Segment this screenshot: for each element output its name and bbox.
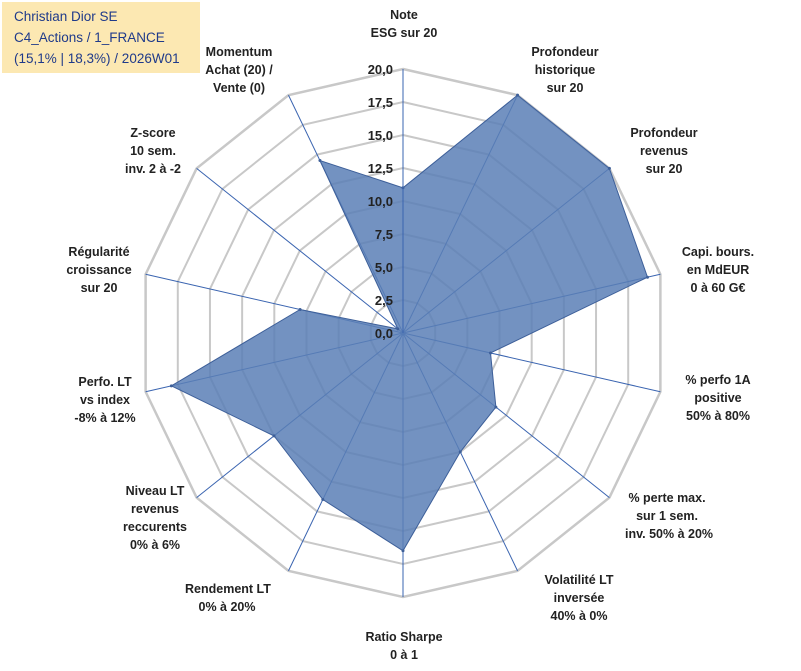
- axis-label-line: 0% à 20%: [198, 600, 256, 614]
- axis-label-line: reccurents: [123, 520, 187, 534]
- info-line-period: (15,1% | 18,3%) / 2026W01: [14, 51, 180, 66]
- axis-label-line: Ratio Sharpe: [365, 630, 443, 644]
- axis-label-line: sur 20: [645, 162, 683, 176]
- axis-label: Capi. bours. en MdEUR 0 à 60 G€: [676, 243, 760, 297]
- axis-label-line: ESG sur 20: [370, 26, 438, 40]
- tick-label: 17,5: [368, 95, 393, 110]
- data-point: [401, 549, 405, 553]
- axis-label: Profondeur historique sur 20: [523, 43, 607, 97]
- axis-label-line: Capi. bours.: [681, 245, 755, 259]
- axis-label-line: 50% à 80%: [686, 409, 750, 423]
- axis-label: Ratio Sharpe 0 à 1: [362, 628, 446, 664]
- axis-label: Momentum Achat (20) / Vente (0): [197, 43, 281, 97]
- tick-label: 15,0: [368, 128, 393, 143]
- axis-label-line: Perfo. LT: [78, 375, 132, 389]
- tick-label: 2,5: [375, 293, 393, 308]
- axis-label: % perfo 1A positive 50% à 80%: [676, 371, 760, 425]
- axis-label-line: croissance: [66, 263, 132, 277]
- data-point: [298, 308, 302, 312]
- axis-label-line: Momentum: [205, 45, 273, 59]
- tick-label: 20,0: [368, 62, 393, 77]
- axis-label-line: Volatilité LT: [544, 573, 614, 587]
- data-point: [646, 275, 650, 279]
- data-point: [458, 450, 462, 454]
- axis-label-line: Rendement LT: [185, 582, 271, 596]
- tick-label: 7,5: [375, 227, 393, 242]
- data-point: [318, 159, 322, 163]
- tick-label: 0,0: [375, 326, 393, 341]
- data-point: [607, 166, 611, 170]
- axis-label-line: 10 sem.: [130, 144, 176, 158]
- axis-label: Z-score 10 sem. inv. 2 à -2: [111, 124, 195, 178]
- info-box: Christian Dior SE C4_Actions / 1_FRANCE …: [2, 2, 200, 73]
- axis-label-line: % perfo 1A: [685, 373, 751, 387]
- axis-label: Note ESG sur 20: [362, 6, 446, 42]
- tick-label: 12,5: [368, 161, 393, 176]
- axis-label-line: Profondeur: [630, 126, 698, 140]
- axis-label-line: Achat (20) /: [205, 63, 273, 77]
- axis-label-line: 0% à 6%: [129, 538, 181, 552]
- axis-label-line: Z-score: [130, 126, 176, 140]
- tick-label: 5,0: [375, 260, 393, 275]
- axis-label: Volatilité LT inversée 40% à 0%: [537, 571, 621, 625]
- data-point: [169, 384, 173, 388]
- axis-label-line: sur 1 sem.: [636, 509, 698, 523]
- data-point: [494, 405, 498, 409]
- tick-label: 10,0: [368, 194, 393, 209]
- axis-label-line: Profondeur: [531, 45, 599, 59]
- axis-label-line: 0 à 1: [390, 648, 418, 662]
- axis-label-line: inversée: [553, 591, 605, 605]
- data-point: [516, 93, 520, 97]
- axis-label-line: Régularité: [68, 245, 130, 259]
- axis-label-line: sur 20: [546, 81, 584, 95]
- axis-label: Régularité croissance sur 20: [57, 243, 141, 297]
- axis-label: Rendement LT 0% à 20%: [185, 580, 271, 616]
- axis-label-line: historique: [534, 63, 596, 77]
- data-point: [396, 327, 400, 331]
- axis-label-line: sur 20: [80, 281, 118, 295]
- axis-label: % perte max. sur 1 sem. inv. 50% à 20%: [625, 489, 714, 543]
- axis-label-line: inv. 50% à 20%: [625, 527, 714, 541]
- axis-label: Perfo. LT vs index -8% à 12%: [63, 373, 147, 427]
- info-line-company: Christian Dior SE: [14, 9, 118, 24]
- axis-label-line: -8% à 12%: [74, 411, 136, 425]
- axis-spoke: [196, 168, 404, 334]
- data-point: [272, 434, 276, 438]
- axis-label-line: positive: [694, 391, 742, 405]
- axis-label: Profondeur revenus sur 20: [622, 124, 706, 178]
- axis-label-line: Note: [390, 8, 418, 22]
- axis-label-line: revenus: [640, 144, 688, 158]
- axis-label-line: revenus: [131, 502, 179, 516]
- axis-label-line: inv. 2 à -2: [124, 162, 182, 176]
- axis-label-line: Niveau LT: [125, 484, 185, 498]
- axis-label-line: 40% à 0%: [550, 609, 608, 623]
- info-line-category: C4_Actions / 1_FRANCE: [14, 30, 165, 45]
- axis-label-line: 0 à 60 G€: [690, 281, 746, 295]
- axis-label-line: vs index: [79, 393, 131, 407]
- data-point: [489, 351, 493, 355]
- data-point: [321, 497, 325, 501]
- axis-label: Niveau LT revenus reccurents 0% à 6%: [113, 482, 197, 554]
- axis-label-line: en MdEUR: [686, 263, 750, 277]
- axis-label-line: Vente (0): [212, 81, 266, 95]
- axis-label-line: % perte max.: [628, 491, 706, 505]
